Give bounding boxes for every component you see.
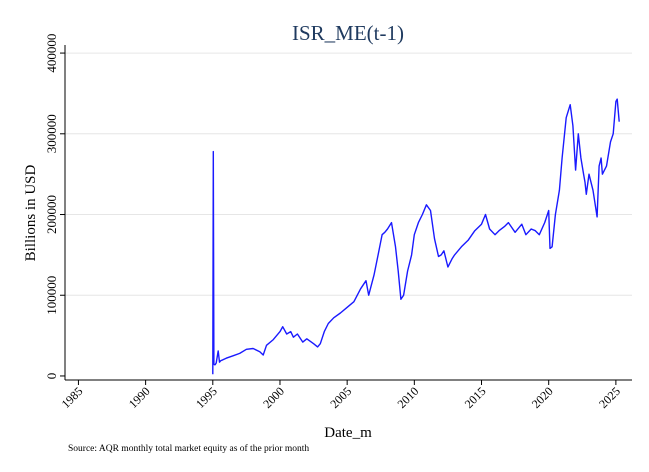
x-tick-label: 1990 — [126, 384, 153, 411]
y-tick-label: 300000 — [44, 114, 59, 153]
chart-title: ISR_ME(t-1) — [292, 21, 404, 45]
y-tick-label: 400000 — [44, 34, 59, 73]
y-axis-ticks: 0 100000 200000 300000 400000 — [44, 34, 65, 380]
x-tick-label: 2020 — [529, 384, 556, 411]
x-tick-label: 1985 — [59, 384, 86, 411]
x-tick-label: 2025 — [596, 384, 623, 411]
y-gridlines — [65, 52, 632, 296]
y-tick-label: 200000 — [44, 195, 59, 234]
series-line — [212, 98, 620, 375]
source-note: Source: AQR monthly total market equity … — [68, 443, 309, 454]
x-tick-label: 2005 — [327, 384, 354, 411]
x-axis-ticks: 1985 1990 1995 2000 2005 2010 2015 2020 2025 — [59, 380, 623, 411]
x-tick-label: 2000 — [260, 384, 287, 411]
y-tick-label: 100000 — [44, 276, 59, 315]
x-tick-label: 2015 — [462, 384, 489, 411]
x-tick-label: 1995 — [193, 384, 220, 411]
x-axis-label: Date_m — [324, 425, 372, 441]
y-axis-label: Billions in USD — [23, 164, 39, 261]
x-tick-label: 2010 — [395, 384, 422, 411]
y-tick-label: 0 — [44, 373, 59, 380]
